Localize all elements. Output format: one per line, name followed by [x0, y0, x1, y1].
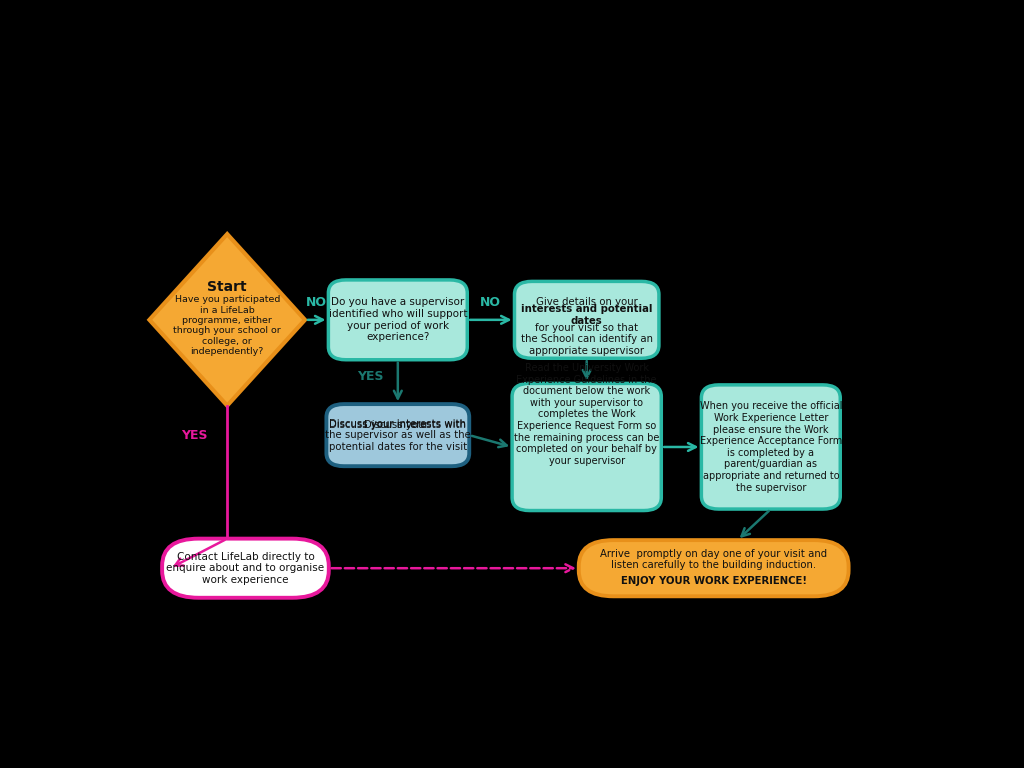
FancyBboxPatch shape — [327, 404, 469, 466]
Text: Discuss your interests with: Discuss your interests with — [330, 419, 466, 429]
Text: Contact LifeLab directly to
enquire about and to organise
work experience: Contact LifeLab directly to enquire abou… — [166, 551, 325, 584]
Text: Start: Start — [208, 280, 247, 294]
Text: NO: NO — [306, 296, 328, 310]
Text: ENJOY YOUR WORK EXPERIENCE!: ENJOY YOUR WORK EXPERIENCE! — [621, 576, 807, 586]
FancyBboxPatch shape — [514, 281, 658, 358]
Text: for your visit so that
the School can identify an
appropriate supervisor: for your visit so that the School can id… — [520, 323, 652, 356]
Text: NO: NO — [480, 296, 502, 310]
Text: Arrive  promptly on day one of your visit and
listen carefully to the building i: Arrive promptly on day one of your visit… — [600, 548, 827, 570]
Polygon shape — [150, 234, 305, 406]
Text: YES: YES — [180, 429, 207, 442]
Text: Have you participated
in a LifeLab
programme, either
through your school or
coll: Have you participated in a LifeLab progr… — [173, 295, 281, 356]
FancyBboxPatch shape — [512, 383, 662, 511]
FancyBboxPatch shape — [579, 540, 849, 596]
Text: YES: YES — [356, 369, 383, 382]
Text: Discuss your: Discuss your — [364, 419, 432, 429]
FancyBboxPatch shape — [162, 538, 329, 598]
Text: Do you have a supervisor
identified who will support
your period of work
experie: Do you have a supervisor identified who … — [329, 297, 467, 343]
FancyBboxPatch shape — [701, 385, 841, 509]
Text: Give details on your: Give details on your — [536, 297, 638, 307]
Text: Discuss your interests with
the supervisor as well as the
potential dates for th: Discuss your interests with the supervis… — [325, 419, 471, 452]
FancyBboxPatch shape — [329, 280, 467, 359]
Text: When you receive the official
Work Experience Letter
please ensure the Work
Expe: When you receive the official Work Exper… — [699, 402, 842, 492]
Text: Read the University Work
Experience Guidelines in the
document below the work
wi: Read the University Work Experience Guid… — [514, 363, 659, 466]
Text: interests and potential
dates: interests and potential dates — [521, 304, 652, 326]
